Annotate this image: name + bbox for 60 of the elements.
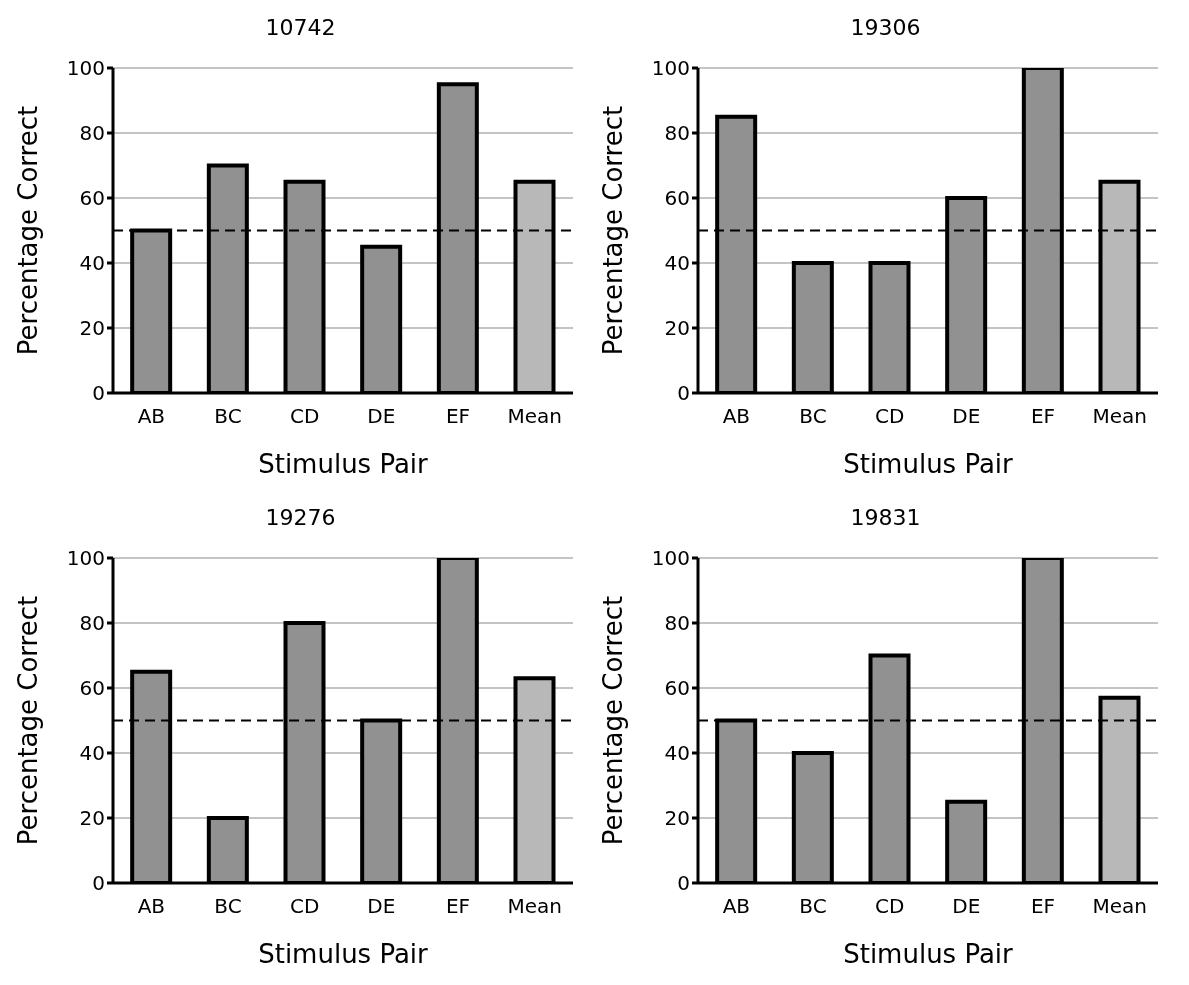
y-tick-label: 20 xyxy=(664,806,690,831)
x-tick-label: AB xyxy=(722,894,751,919)
x-tick-label: EF xyxy=(1030,894,1056,919)
y-axis-title: Percentage Correct xyxy=(598,105,629,356)
chart-title: 19306 xyxy=(849,14,922,42)
x-tick-label: BC xyxy=(799,894,827,919)
y-tick-label: 80 xyxy=(664,611,690,636)
y-tick-label: 80 xyxy=(664,121,690,146)
y-tick-label: 100 xyxy=(651,546,690,571)
x-axis-title: Stimulus Pair xyxy=(258,939,429,969)
x-axis-title: Stimulus Pair xyxy=(258,449,429,479)
y-tick-label: 60 xyxy=(664,676,690,701)
y-tick-label: 0 xyxy=(677,871,690,896)
y-tick-label: 0 xyxy=(677,381,690,406)
y-tick-label: 0 xyxy=(92,871,105,896)
chart-title: 19276 xyxy=(264,504,337,532)
y-tick-label: 40 xyxy=(664,251,690,276)
chart-title: 19831 xyxy=(849,504,922,532)
x-tick-label: Mean xyxy=(507,404,562,429)
x-tick-label: CD xyxy=(874,404,905,429)
x-tick-label: CD xyxy=(289,404,320,429)
x-tick-label: Mean xyxy=(1092,404,1147,429)
x-tick-label: AB xyxy=(722,404,751,429)
x-tick-label: BC xyxy=(214,894,242,919)
x-tick-label: EF xyxy=(445,894,471,919)
y-tick-label: 60 xyxy=(79,676,105,701)
x-axis-title: Stimulus Pair xyxy=(843,449,1014,479)
y-tick-label: 100 xyxy=(651,56,690,81)
x-tick-label: BC xyxy=(799,404,827,429)
x-tick-label: EF xyxy=(1030,404,1056,429)
y-tick-label: 60 xyxy=(664,186,690,211)
y-tick-label: 20 xyxy=(79,806,105,831)
y-tick-label: 40 xyxy=(79,251,105,276)
y-axis-title: Percentage Correct xyxy=(13,595,44,846)
y-tick-label: 0 xyxy=(92,381,105,406)
x-tick-label: CD xyxy=(289,894,320,919)
chart-title: 10742 xyxy=(264,14,337,42)
x-tick-label: DE xyxy=(952,894,981,919)
y-tick-label: 100 xyxy=(66,546,105,571)
y-tick-label: 20 xyxy=(79,316,105,341)
y-axis-title: Percentage Correct xyxy=(13,105,44,356)
y-tick-label: 100 xyxy=(66,56,105,81)
y-tick-label: 80 xyxy=(79,121,105,146)
x-tick-label: CD xyxy=(874,894,905,919)
x-tick-label: DE xyxy=(367,404,396,429)
x-tick-label: EF xyxy=(445,404,471,429)
x-axis-title: Stimulus Pair xyxy=(843,939,1014,969)
x-tick-label: DE xyxy=(952,404,981,429)
y-tick-label: 80 xyxy=(79,611,105,636)
y-tick-label: 40 xyxy=(79,741,105,766)
x-tick-label: Mean xyxy=(1092,894,1147,919)
x-tick-label: AB xyxy=(137,404,166,429)
y-tick-label: 40 xyxy=(664,741,690,766)
x-tick-label: DE xyxy=(367,894,396,919)
x-tick-label: Mean xyxy=(507,894,562,919)
y-tick-label: 60 xyxy=(79,186,105,211)
y-axis-title: Percentage Correct xyxy=(598,595,629,846)
x-tick-label: BC xyxy=(214,404,242,429)
y-tick-label: 20 xyxy=(664,316,690,341)
x-tick-label: AB xyxy=(137,894,166,919)
